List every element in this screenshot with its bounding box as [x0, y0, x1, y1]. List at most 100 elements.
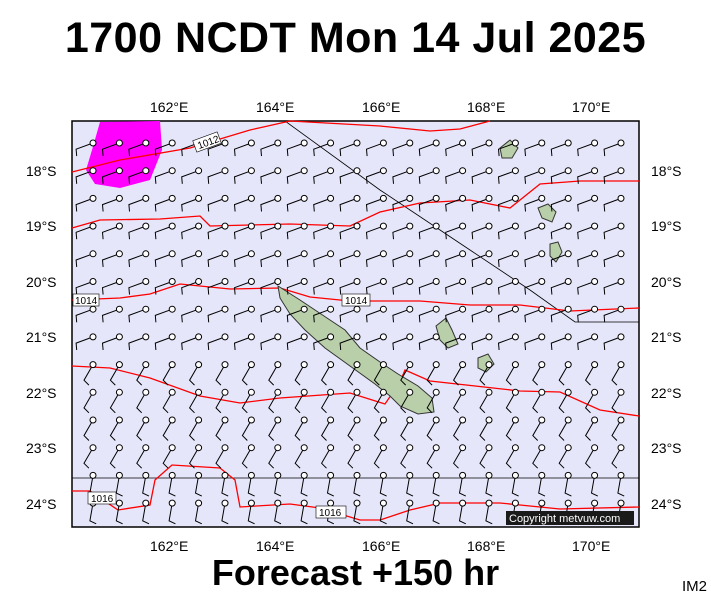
wind-barb-station — [459, 222, 467, 230]
isobar-label: 1016 — [319, 508, 342, 519]
wind-barb-staff — [532, 447, 543, 469]
wind-barb-staff — [497, 225, 516, 240]
wind-barb-staff — [339, 197, 358, 212]
wind-barb-staff — [313, 336, 331, 351]
wind-barb-station — [195, 167, 203, 175]
wind-barb-station — [617, 444, 625, 452]
wind-barb-station — [459, 167, 467, 175]
wind-barb-station — [353, 333, 361, 341]
wind-barb-station — [406, 416, 414, 424]
wind-barb-station — [300, 139, 308, 147]
wind-barb-staff — [347, 392, 358, 414]
lat-label: 18°S — [26, 163, 57, 179]
lat-labels-right: 18°S 19°S 20°S 21°S 22°S 23°S 24°S — [651, 163, 682, 512]
wind-barb-station — [538, 139, 546, 147]
wind-barb-station — [538, 222, 546, 230]
lon-label: 164°E — [256, 538, 294, 554]
wind-barb-staff — [524, 142, 542, 157]
wind-barb-station — [353, 278, 361, 285]
wind-barb-station — [564, 471, 572, 479]
wind-barb-station — [353, 305, 361, 313]
wind-barb-station — [300, 278, 308, 285]
wind-barb-station — [221, 471, 229, 479]
wind-barb-station — [115, 499, 123, 507]
wind-barb-station — [406, 471, 414, 479]
wind-barb-staff — [162, 364, 173, 386]
wind-barb-station — [591, 388, 599, 396]
wind-barb-staff — [373, 447, 384, 469]
wind-barb-station — [406, 250, 414, 258]
wind-barb-staff — [241, 364, 252, 386]
wind-barb-station — [142, 305, 150, 313]
wind-barb-staff — [505, 392, 516, 414]
wind-barb-staff — [471, 225, 490, 240]
wind-barb-staff — [485, 503, 493, 525]
wind-barb-staff — [418, 225, 437, 240]
wind-barb-station — [327, 388, 335, 396]
wind-barb-staff — [426, 364, 437, 386]
wind-barb-station — [221, 278, 229, 285]
wind-barb-station — [274, 361, 282, 369]
wind-barb-staff — [162, 447, 173, 469]
wind-barb-station — [247, 471, 255, 479]
wind-barb-station — [247, 499, 255, 507]
wind-barb-staff — [479, 447, 490, 469]
wind-barb-staff — [550, 308, 569, 323]
wind-barb-station — [379, 194, 387, 202]
wind-barb-staff — [241, 392, 252, 414]
wind-barb-staff — [75, 197, 94, 212]
wind-barb-staff — [109, 447, 120, 469]
wind-barb-station — [511, 333, 519, 341]
wind-barb-station — [353, 499, 361, 507]
wind-barb-staff — [260, 281, 278, 295]
wind-barb-staff — [115, 503, 123, 525]
wind-barb-station — [89, 416, 97, 424]
wind-barb-station — [353, 139, 361, 147]
wind-barb-staff — [392, 142, 410, 157]
wind-barb-staff — [207, 281, 226, 295]
wind-barb-staff — [426, 392, 437, 414]
wind-barb-station — [221, 250, 229, 258]
isobar-label: 1014 — [75, 296, 98, 307]
wind-barb-staff — [497, 142, 516, 157]
wind-barb-staff — [339, 225, 358, 240]
wind-barb-station — [406, 444, 414, 452]
wind-barb-staff — [215, 364, 226, 386]
wind-barb-station — [142, 471, 150, 479]
wind-barb-station — [591, 416, 599, 424]
wind-barb-staff — [485, 475, 493, 497]
wind-barb-staff — [373, 392, 384, 414]
wind-barb-staff — [577, 281, 595, 295]
wind-barb-staff — [550, 225, 569, 240]
wind-barb-station — [300, 333, 308, 341]
wind-barb-staff — [215, 392, 226, 414]
wind-barb-station — [432, 278, 440, 285]
wind-barb-station — [617, 278, 625, 285]
wind-barb-staff — [168, 475, 176, 497]
wind-barb-staff — [207, 142, 226, 157]
wind-barb-station — [591, 333, 599, 341]
isobar-label: 1014 — [345, 296, 368, 307]
wind-barb-staff — [260, 197, 278, 212]
wind-barb-staff — [188, 364, 200, 386]
wind-barb-staff — [75, 142, 94, 157]
wind-barb-staff — [154, 197, 173, 212]
wind-barb-staff — [142, 503, 150, 525]
wind-barb-station — [221, 361, 229, 369]
wind-barb-staff — [233, 142, 252, 157]
wind-barb-staff — [286, 308, 305, 323]
lon-label: 164°E — [256, 99, 294, 115]
wind-barb-staff — [505, 447, 516, 469]
wind-barb-station — [274, 333, 282, 341]
wind-barb-staff — [233, 170, 252, 184]
wind-barb-staff — [128, 225, 146, 240]
wind-barb-staff — [83, 447, 94, 469]
wind-barb-staff — [373, 419, 384, 441]
lon-label: 162°E — [150, 538, 188, 554]
wind-barb-staff — [550, 281, 569, 295]
wind-barb-staff — [577, 253, 595, 267]
wind-barb-station — [221, 305, 229, 313]
wind-barb-station — [89, 139, 97, 147]
wind-barb-station — [300, 361, 308, 369]
wind-barb-station — [247, 388, 255, 396]
